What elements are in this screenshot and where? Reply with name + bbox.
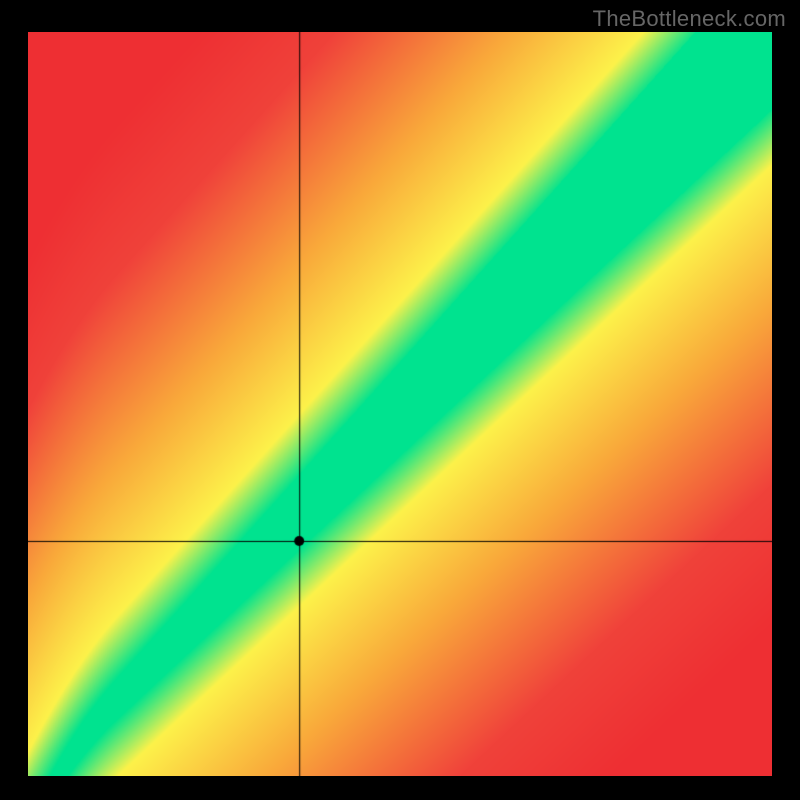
heatmap-canvas [28, 32, 772, 776]
watermark-text: TheBottleneck.com [593, 6, 786, 32]
outer-frame: TheBottleneck.com [0, 0, 800, 800]
heatmap-chart [28, 32, 772, 776]
